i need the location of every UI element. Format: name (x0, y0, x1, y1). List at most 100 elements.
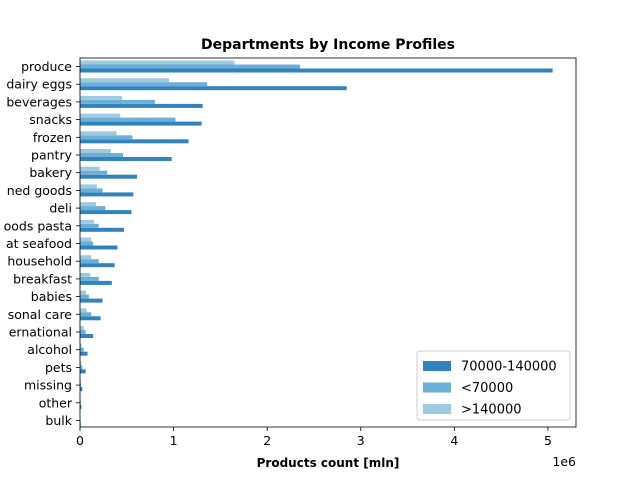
bar-breakfast-series-2 (80, 276, 99, 281)
bar-dairy-eggs-series-2 (80, 82, 208, 87)
y-tick-label: sonal care (8, 307, 73, 322)
x-tick-label: 3 (357, 433, 365, 448)
x-axis-offset-text: 1e6 (552, 454, 576, 469)
x-tick-label: 2 (263, 433, 271, 448)
y-tick-label: babies (31, 289, 72, 304)
bar-canned-goods-series-1 (80, 192, 134, 197)
bar-babies-series-2 (80, 294, 89, 299)
y-tick-label: breakfast (13, 271, 72, 286)
bar-other-series-1 (80, 404, 82, 409)
y-tick-label: alcohol (27, 342, 72, 357)
bar-bakery-series-3 (80, 166, 100, 171)
bar-beverages-series-2 (80, 99, 155, 104)
legend-swatch (423, 404, 451, 414)
y-tick-label: bulk (45, 413, 72, 428)
bar-bakery-series-1 (80, 174, 138, 179)
plot-frame (79, 57, 577, 428)
legend-box (416, 350, 571, 421)
x-axis-ticks: 0 1 2 3 4 5 (76, 427, 552, 448)
bar-breakfast-series-3 (80, 272, 91, 277)
legend-label: <70000 (461, 381, 513, 396)
bar-produce-series-1 (80, 68, 553, 73)
bar-dry-goods-pasta-series-2 (80, 223, 99, 228)
bar-snacks-series-2 (80, 117, 176, 122)
legend-label: 70000-140000 (461, 360, 557, 375)
bar-produce-series-3 (80, 60, 235, 65)
bar-beverages-series-1 (80, 103, 203, 108)
y-tick-label: household (7, 254, 72, 269)
bar-pantry-series-2 (80, 153, 124, 157)
bar-frozen-series-1 (80, 139, 189, 144)
bar-missing-series-2 (80, 383, 82, 388)
bar-missing-series-1 (80, 387, 83, 392)
bar-pantry-series-3 (80, 149, 111, 153)
y-tick-label: snacks (29, 112, 72, 127)
bar-deli-series-2 (80, 206, 106, 211)
bar-snacks-series-1 (80, 121, 202, 126)
bar-household-series-3 (80, 255, 92, 260)
bar-pets-series-1 (80, 369, 86, 374)
bar-household-series-1 (80, 263, 115, 268)
y-tick-label: oods pasta (4, 218, 72, 233)
bar-meat-seafood-series-2 (80, 241, 94, 246)
bar-dairy-eggs-series-3 (80, 78, 169, 83)
legend-label: >140000 (461, 403, 522, 418)
bar-household-series-2 (80, 259, 99, 264)
bar-personal-care-series-1 (80, 316, 101, 321)
bar-dry-goods-pasta-series-1 (80, 227, 124, 232)
bar-personal-care-series-2 (80, 312, 92, 317)
bar-frozen-series-2 (80, 135, 133, 140)
x-tick-label: 0 (76, 433, 84, 448)
x-tick-label: 5 (544, 433, 552, 448)
bar-canned-goods-series-2 (80, 188, 103, 193)
bar-deli-series-3 (80, 202, 96, 207)
bar-pets-series-2 (80, 365, 83, 370)
bar-bakery-series-2 (80, 170, 108, 175)
y-tick-label: pantry (31, 148, 73, 163)
bar-international-series-1 (80, 334, 94, 338)
legend-swatch (423, 361, 451, 371)
bar-breakfast-series-1 (80, 280, 112, 285)
y-tick-label: produce (21, 59, 72, 74)
bars-group (80, 60, 553, 427)
bar-beverages-series-3 (80, 95, 123, 100)
bar-produce-series-2 (80, 64, 300, 69)
y-tick-label: beverages (6, 94, 72, 109)
bar-snacks-series-3 (80, 113, 121, 118)
y-tick-label: deli (49, 201, 72, 216)
y-tick-label: at seafood (6, 236, 72, 251)
y-tick-label: dairy eggs (6, 77, 72, 92)
bar-babies-series-3 (80, 290, 87, 295)
bar-international-series-3 (80, 326, 84, 330)
bar-international-series-2 (80, 330, 86, 334)
bar-alcohol-series-2 (80, 347, 84, 352)
bar-alcohol-series-1 (80, 351, 88, 356)
bar-personal-care-series-3 (80, 308, 87, 313)
legend-swatch (423, 382, 451, 393)
bar-canned-goods-series-3 (80, 184, 97, 189)
bar-pets-series-3 (80, 361, 82, 366)
y-tick-label: missing (24, 378, 72, 393)
bar-meat-seafood-series-3 (80, 237, 92, 242)
bar-alcohol-series-3 (80, 343, 82, 348)
y-tick-label: ernational (9, 325, 72, 340)
y-tick-label: other (39, 395, 73, 410)
bar-pantry-series-1 (80, 157, 172, 161)
y-tick-label: bakery (29, 165, 72, 180)
bar-meat-seafood-series-1 (80, 245, 118, 250)
x-tick-label: 1 (170, 433, 178, 448)
bar-dry-goods-pasta-series-3 (80, 219, 95, 224)
y-tick-label: frozen (33, 130, 72, 145)
bar-frozen-series-3 (80, 131, 117, 136)
bar-dairy-eggs-series-1 (80, 86, 347, 91)
y-tick-label: ned goods (7, 183, 72, 198)
bar-babies-series-1 (80, 298, 103, 303)
legend: 70000-140000 <70000 >140000 (416, 350, 571, 421)
chart-title: Departments by Income Profiles (201, 37, 455, 53)
x-tick-label: 4 (450, 433, 458, 448)
y-axis-ticks: produce dairy eggs beverages snacks frozen pa… (4, 59, 80, 428)
y-tick-label: pets (45, 360, 72, 375)
bar-deli-series-1 (80, 210, 132, 215)
x-axis-label: Products count [mln] (257, 456, 400, 470)
